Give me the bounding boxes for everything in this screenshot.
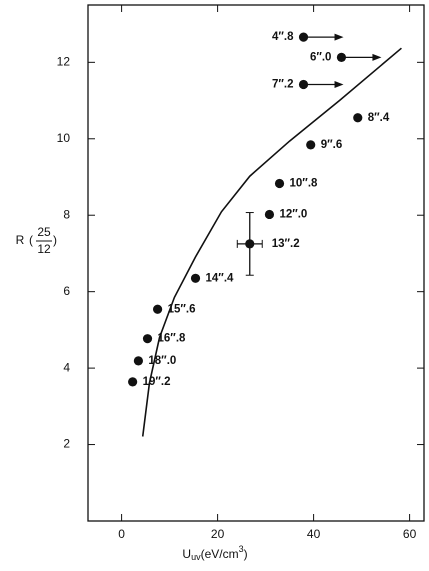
data-point: [153, 304, 163, 314]
x-tick-label: 40: [307, 527, 321, 541]
x-tick-label: 60: [403, 527, 417, 541]
point-label: 13″.2: [272, 238, 300, 250]
y-label-paren: (: [29, 233, 33, 247]
x-axis-label: Uuv(eV/cm3): [182, 544, 247, 562]
y-label-main: R: [16, 233, 25, 247]
y-label-paren: ): [53, 233, 57, 247]
point-label: 4″.8: [272, 31, 294, 43]
y-tick-label: 2: [63, 437, 70, 451]
y-label-denominator: 12: [37, 242, 51, 256]
x-label-sup: 3: [239, 544, 244, 554]
point-label: 16″.8: [158, 333, 186, 345]
data-point: [264, 209, 275, 220]
data-point: [298, 79, 309, 90]
point-label: 8″.4: [368, 112, 390, 124]
data-point: [142, 334, 153, 344]
point-label: 18″.0: [148, 355, 176, 367]
model-curve: [141, 47, 402, 437]
data-point: [336, 52, 347, 62]
x-tick-label: 20: [211, 527, 225, 541]
data-point: [190, 273, 201, 283]
x-label-main: U: [182, 547, 191, 561]
point-label: 7″.2: [272, 79, 294, 91]
y-tick-label: 4: [63, 360, 70, 374]
data-point: [128, 377, 138, 387]
point-label: 10″.8: [290, 178, 318, 190]
arrow-head: [372, 53, 382, 61]
y-axis-label: R ( 25 12 ): [16, 225, 57, 256]
point-label: 14″.4: [206, 272, 234, 284]
arrow-head: [334, 33, 344, 41]
point-label: 6″.0: [310, 51, 332, 63]
y-tick-label: 12: [57, 55, 71, 69]
point-label: 9″.6: [321, 139, 343, 151]
x-label-sub: uv: [191, 552, 201, 562]
y-tick-label: 6: [63, 284, 70, 298]
y-label-numerator: 25: [37, 225, 51, 239]
y-tick-label: 8: [63, 207, 70, 221]
point-label: 12″.0: [279, 208, 307, 220]
y-tick-label: 10: [57, 131, 71, 145]
point-label: 15″.6: [168, 303, 196, 315]
data-point: [133, 356, 143, 366]
x-label-end: ): [244, 547, 248, 561]
x-label-unit: (eV/cm: [201, 547, 239, 561]
data-point: [306, 140, 316, 150]
data-point: [298, 32, 309, 42]
data-point: [353, 113, 363, 123]
point-label: 19″.2: [143, 376, 171, 388]
x-tick-label: 0: [118, 527, 125, 541]
arrow-head: [334, 81, 344, 89]
plot-frame: [87, 4, 425, 522]
data-point: [245, 239, 255, 249]
data-point: [274, 178, 285, 189]
